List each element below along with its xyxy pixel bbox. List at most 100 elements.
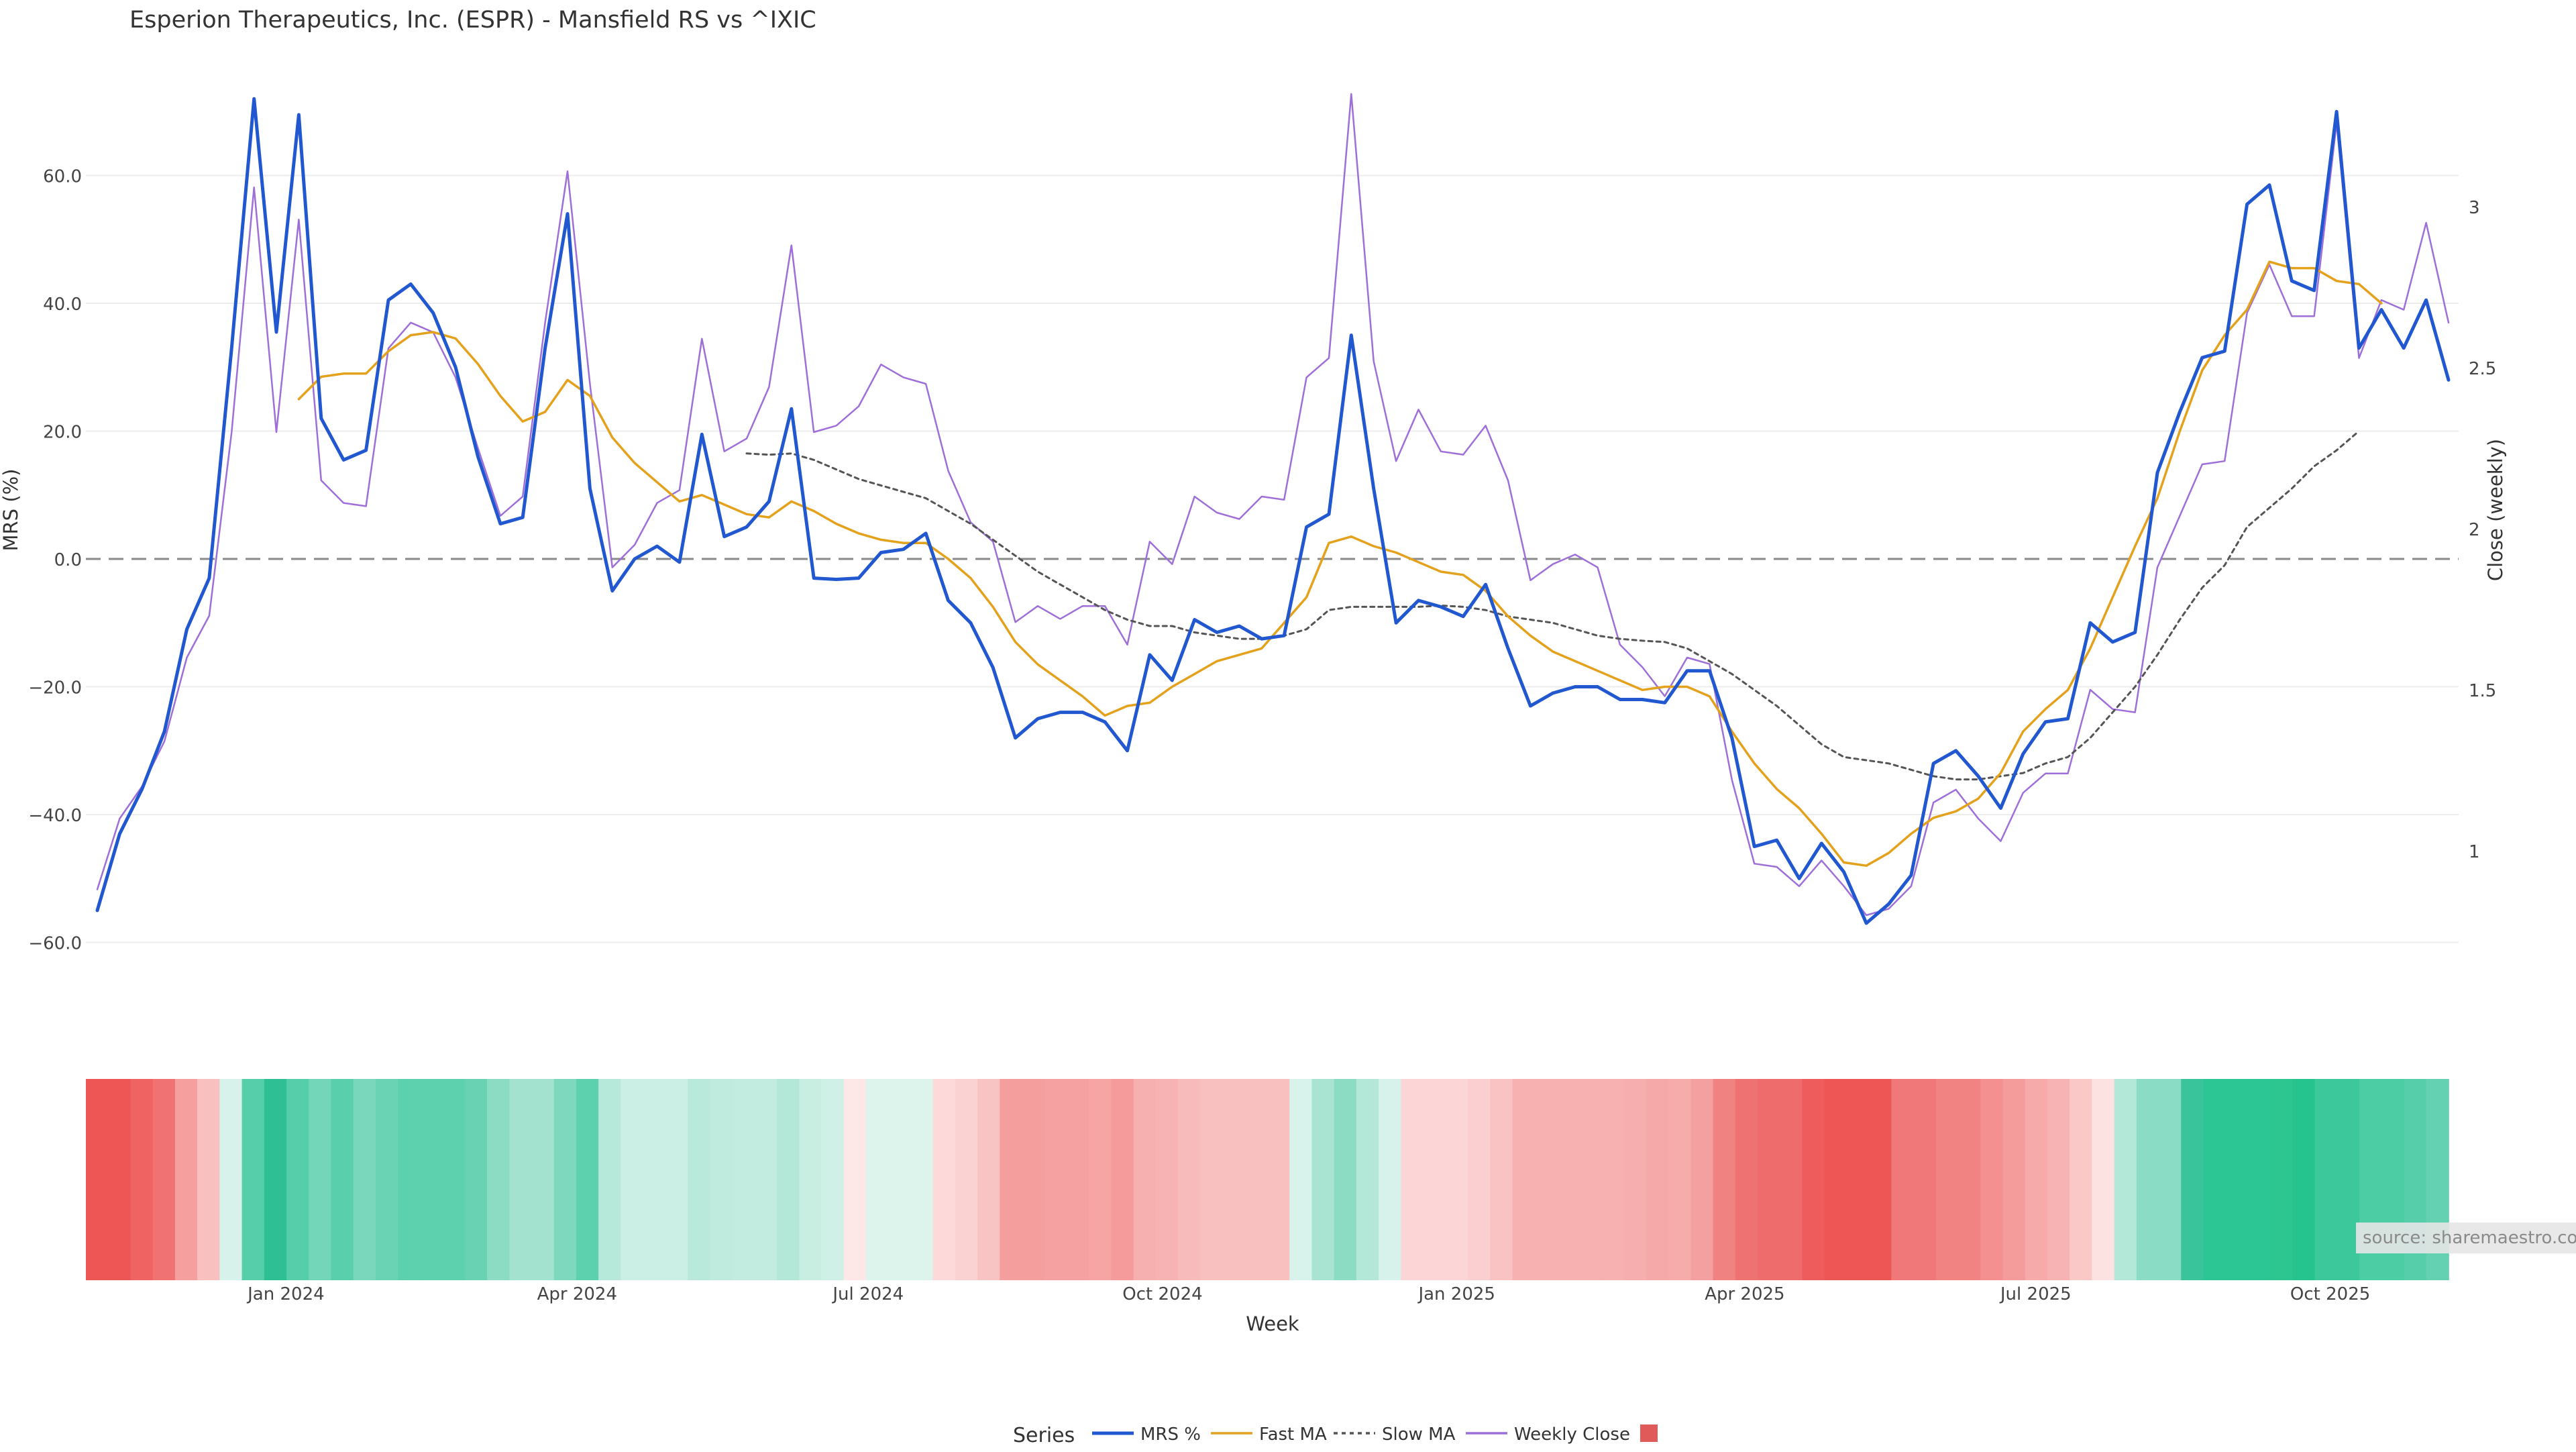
- heatmap-cell: [331, 1079, 354, 1280]
- heatmap-cell: [1668, 1079, 1692, 1280]
- heatmap-cell: [1556, 1079, 1580, 1280]
- heatmap-cell: [821, 1079, 845, 1280]
- heatmap-cell: [2025, 1079, 2048, 1280]
- x-tick-label: Oct 2025: [2290, 1284, 2370, 1304]
- heatmap-cell: [1178, 1079, 1201, 1280]
- series-line-mrs: [95, 97, 2451, 925]
- heatmap-cell: [2002, 1079, 2026, 1280]
- heatmap-cell: [1401, 1079, 1424, 1280]
- gridlines: [86, 174, 2459, 943]
- source-note-box: [2356, 1223, 2576, 1253]
- heatmap-cell: [2070, 1079, 2093, 1280]
- heatmap-cell: [464, 1079, 488, 1280]
- heatmap-cell: [130, 1079, 154, 1280]
- heatmap-cell: [777, 1079, 800, 1280]
- mrs-heatmap-strip: [86, 1079, 2449, 1280]
- heatmap-cell: [2181, 1079, 2204, 1280]
- heatmap-cell: [1601, 1079, 1625, 1280]
- heatmap-cell: [1646, 1079, 1669, 1280]
- x-tick-label: Apr 2025: [1705, 1284, 1784, 1304]
- heatmap-cell: [1490, 1079, 1513, 1280]
- heatmap-cell: [509, 1079, 533, 1280]
- heatmap-cell: [1980, 1079, 2004, 1280]
- heatmap-cell: [1468, 1079, 1491, 1280]
- right-axis-ticks: 3 2.5 2 1.5 1: [2469, 198, 2496, 862]
- y-tick-label-right: 1.5: [2469, 681, 2496, 701]
- heatmap-cell: [1066, 1079, 1089, 1280]
- heatmap-cell: [665, 1079, 688, 1280]
- x-axis-title: Week: [1246, 1312, 1299, 1335]
- heatmap-cell: [932, 1079, 956, 1280]
- heatmap-cell: [353, 1079, 376, 1280]
- y-tick-label-right: 1: [2469, 842, 2480, 862]
- y-tick-label-left: 20.0: [43, 423, 82, 443]
- heatmap-cell: [442, 1079, 466, 1280]
- series-line-weekly-close: [96, 93, 2450, 917]
- heatmap-cell: [1445, 1079, 1468, 1280]
- heatmap-cell: [2247, 1079, 2271, 1280]
- heatmap-cell: [152, 1079, 176, 1280]
- legend-item: Fast MA: [1211, 1424, 1327, 1445]
- heatmap-cell: [1534, 1079, 1558, 1280]
- y-tick-label-right: 2: [2469, 520, 2480, 540]
- heatmap-cell: [1311, 1079, 1335, 1280]
- heatmap-cell: [264, 1079, 287, 1280]
- heatmap-cell: [799, 1079, 822, 1280]
- legend-item: [1640, 1424, 1658, 1442]
- legend-title: Series: [1013, 1424, 1075, 1447]
- heatmap-cell: [2314, 1079, 2338, 1280]
- legend-item: Weekly Close: [1466, 1424, 1630, 1445]
- heatmap-cell: [598, 1079, 622, 1280]
- heatmap-cell: [219, 1079, 243, 1280]
- heatmap-cell: [553, 1079, 577, 1280]
- heatmap-cell: [286, 1079, 310, 1280]
- heatmap-cell: [197, 1079, 221, 1280]
- y-tick-label-left: 40.0: [43, 295, 82, 315]
- heatmap-cell: [1111, 1079, 1134, 1280]
- heatmap-cell: [643, 1079, 666, 1280]
- x-tick-label: Jul 2025: [1999, 1284, 2072, 1304]
- heatmap-cell: [1356, 1079, 1379, 1280]
- heatmap-cell: [754, 1079, 777, 1280]
- series-lines: [95, 93, 2451, 925]
- y-tick-label-right: 2.5: [2469, 359, 2496, 379]
- legend-item: MRS %: [1092, 1424, 1201, 1445]
- heatmap-cell: [977, 1079, 1001, 1280]
- y-tick-label-right: 3: [2469, 198, 2480, 218]
- heatmap-cell: [1044, 1079, 1067, 1280]
- heatmap-cell: [375, 1079, 398, 1280]
- source-note: source: sharemaestro.com: [2363, 1228, 2576, 1248]
- heatmap-cell: [1802, 1079, 1825, 1280]
- heatmap-cell: [309, 1079, 332, 1280]
- heatmap-cell: [1379, 1079, 1402, 1280]
- heatmap-cell: [1713, 1079, 1736, 1280]
- y-tick-label-left: 60.0: [43, 167, 82, 187]
- heatmap-cell: [86, 1079, 109, 1280]
- series-line-fast-ma: [297, 260, 2383, 867]
- heatmap-cell: [2225, 1079, 2249, 1280]
- x-tick-label: Jul 2024: [831, 1284, 904, 1304]
- y-axis-title-right: Close (weekly): [2484, 439, 2507, 581]
- left-axis-ticks: 60.0 40.0 20.0 0.0 −20.0 −40.0 −60.0: [28, 167, 82, 954]
- heatmap-cell: [1200, 1079, 1224, 1280]
- heatmap-cell: [843, 1079, 867, 1280]
- heatmap-cell: [1155, 1079, 1179, 1280]
- x-tick-label: Jan 2024: [246, 1284, 325, 1304]
- heatmap-cell: [1824, 1079, 1847, 1280]
- legend-swatch-square: [1640, 1424, 1658, 1442]
- x-tick-label: Oct 2024: [1122, 1284, 1202, 1304]
- heatmap-cell: [1735, 1079, 1758, 1280]
- legend-item: Slow MA: [1334, 1424, 1456, 1445]
- legend-label: Weekly Close: [1514, 1424, 1630, 1445]
- heatmap-cell: [2203, 1079, 2226, 1280]
- heatmap-cell: [1289, 1079, 1313, 1280]
- heatmap-cell: [1267, 1079, 1291, 1280]
- heatmap-cell: [1244, 1079, 1268, 1280]
- heatmap-cell: [1423, 1079, 1446, 1280]
- heatmap-cell: [2159, 1079, 2182, 1280]
- heatmap-cell: [2092, 1079, 2115, 1280]
- legend-label: MRS %: [1140, 1424, 1201, 1445]
- heatmap-cell: [531, 1079, 555, 1280]
- heatmap-cell: [710, 1079, 733, 1280]
